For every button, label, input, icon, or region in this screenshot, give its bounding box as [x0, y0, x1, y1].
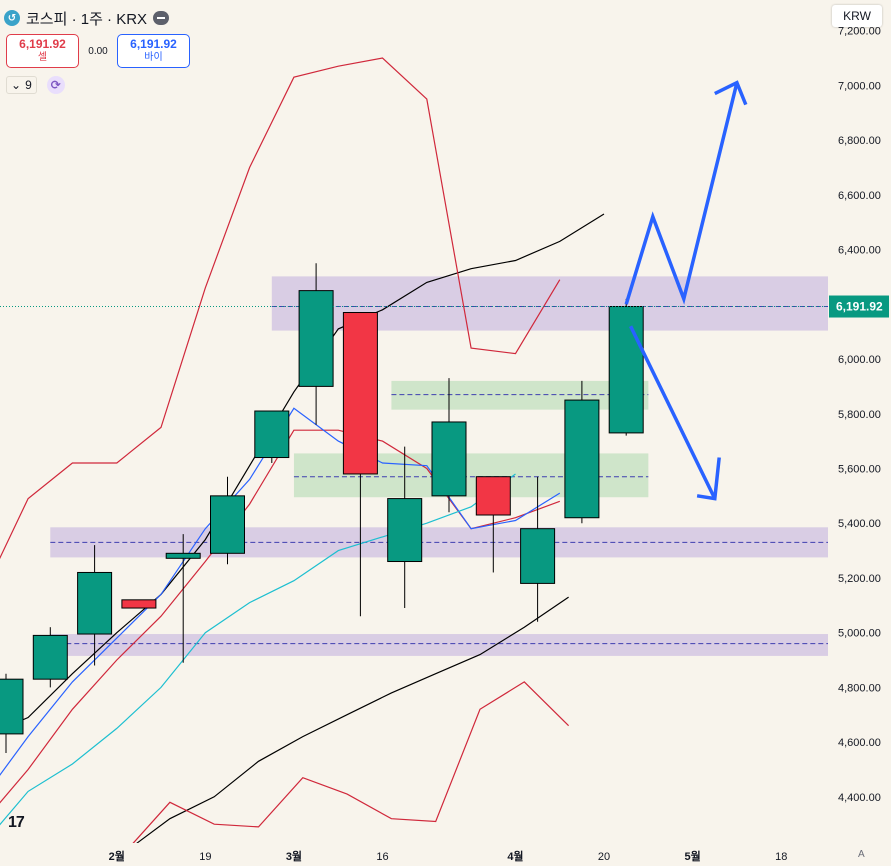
- candle-2: [77, 545, 113, 666]
- price-tick-label: 4,600.00: [838, 737, 881, 749]
- candle-body: [77, 571, 113, 635]
- time-tick-label: 3월: [286, 849, 302, 863]
- candle-13: [564, 380, 600, 524]
- kospi-logo-icon: ↺: [4, 10, 20, 26]
- candle-5: [210, 476, 245, 565]
- tradingview-logo[interactable]: 17: [8, 814, 25, 831]
- price-tick-label: 6,400.00: [838, 245, 881, 257]
- arrowhead-bullish-scenario: [714, 80, 748, 106]
- candle-0: [0, 673, 24, 754]
- trade-panel: 6,191.92 셀 0.00 6,191.92 바이: [6, 34, 190, 68]
- candle-11: [475, 476, 511, 573]
- buy-label: 바이: [144, 52, 163, 63]
- candle-body: [165, 552, 201, 559]
- candle-body: [387, 498, 423, 563]
- indicators-count: 9: [25, 78, 32, 92]
- candle-10: [431, 378, 467, 513]
- candle-14: [608, 298, 644, 436]
- last-price-label: 6,191.92: [836, 300, 883, 314]
- candle-4: [165, 534, 201, 663]
- candle-body: [608, 306, 644, 434]
- price-tick-label: 4,800.00: [838, 682, 881, 694]
- time-tick-label: 5월: [685, 849, 701, 863]
- candle-body: [254, 410, 290, 459]
- symbol-title[interactable]: 코스피 · 1주 · KRX: [26, 10, 148, 28]
- currency-selector[interactable]: KRW: [832, 5, 882, 27]
- price-tick-label: 7,000.00: [838, 80, 881, 92]
- arrowhead-bearish-scenario: [696, 457, 721, 501]
- candle-body: [0, 678, 24, 735]
- series-ma: [0, 213, 605, 731]
- candle-body: [210, 495, 245, 554]
- spread-value: 0.00: [88, 45, 108, 57]
- price-tick-label: 5,400.00: [838, 518, 881, 530]
- time-tick-label: 16: [376, 851, 388, 863]
- candle-3: [121, 599, 157, 609]
- zone-purple-2: [50, 634, 829, 656]
- refresh-icon[interactable]: ⟳: [46, 76, 65, 94]
- auto-scale-button[interactable]: A: [858, 849, 865, 860]
- price-tick-label: 7,200.00: [838, 26, 881, 38]
- collapse-legend-icon[interactable]: [153, 11, 170, 25]
- projection-bullish-scenario: [624, 82, 739, 305]
- buy-button[interactable]: 6,191.92 바이: [117, 34, 190, 68]
- plot-background: [0, 0, 828, 843]
- time-axis: 192월193월164월205월18: [0, 843, 828, 866]
- price-tick-label: 6,000.00: [838, 354, 881, 366]
- sell-label: 셀: [37, 52, 48, 63]
- price-tick-label: 5,800.00: [838, 409, 881, 421]
- price-tick-label: 6,600.00: [838, 190, 881, 202]
- zone-green-3: [391, 380, 649, 410]
- candle-body: [564, 399, 600, 519]
- time-tick-label: 20: [598, 851, 610, 863]
- series-bb-lower: [125, 681, 570, 853]
- price-axis-background: [828, 0, 891, 866]
- time-axis-background: [0, 843, 828, 866]
- projection-bearish-scenario: [629, 325, 717, 500]
- price-tick-label: 5,600.00: [838, 463, 881, 475]
- candle-body: [475, 476, 511, 516]
- price-axis: 7,200.00 7,000.00 6,800.00 6,600.00 6,400.00…: [828, 0, 891, 866]
- time-tick-label: 4월: [507, 849, 523, 863]
- buy-price: 6,191.92: [130, 37, 177, 51]
- indicator-row: ⌄ 9 ⟳: [6, 76, 65, 94]
- price-tick-label: 4,400.00: [838, 792, 881, 804]
- candle-6: [254, 410, 290, 464]
- symbol-header: ↺ 코스피 · 1주 · KRX: [4, 6, 170, 30]
- candle-body: [32, 634, 68, 680]
- sell-price: 6,191.92: [19, 37, 66, 51]
- price-tick-label: 6,800.00: [838, 135, 881, 147]
- candle-body: [520, 528, 556, 584]
- candle-body: [298, 290, 334, 387]
- price-tick-label: 5,000.00: [838, 628, 881, 640]
- candle-body: [342, 312, 378, 475]
- candle-body: [431, 421, 467, 497]
- series-bb-upper: [0, 57, 561, 560]
- chevron-down-icon: ⌄: [11, 78, 22, 92]
- time-tick-label: 18: [775, 851, 787, 863]
- time-tick-label: 2월: [109, 849, 125, 863]
- candle-1: [32, 627, 68, 688]
- candle-8: [342, 312, 378, 617]
- plot-area: [0, 0, 829, 853]
- series-ema-slow: [0, 473, 516, 826]
- candle-9: [387, 446, 423, 609]
- last-price-badge: [829, 295, 889, 318]
- series-ma-lower: [125, 596, 569, 853]
- indicators-toggle[interactable]: ⌄ 9: [6, 76, 37, 94]
- candle-body: [121, 599, 157, 609]
- time-tick-label: 19: [199, 851, 211, 863]
- candle-12: [520, 476, 556, 622]
- price-tick-label: 5,200.00: [838, 573, 881, 585]
- sell-button[interactable]: 6,191.92 셀: [6, 34, 79, 68]
